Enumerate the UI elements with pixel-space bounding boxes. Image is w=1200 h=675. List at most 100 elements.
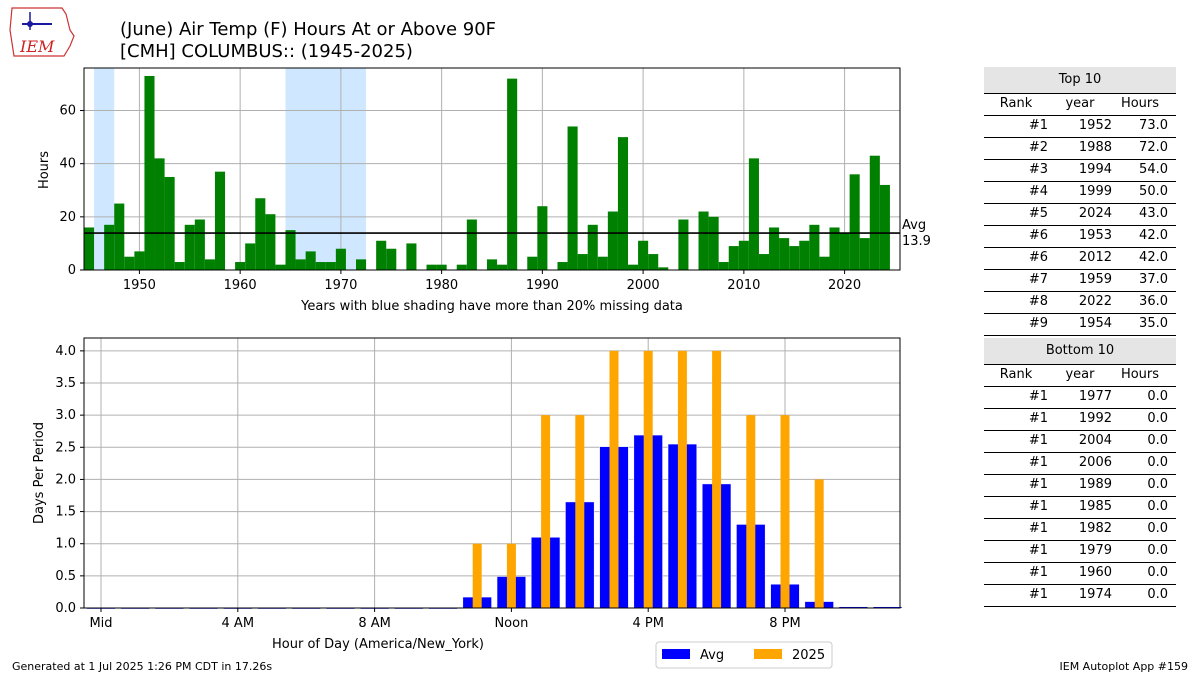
rank-cell: #1 bbox=[1028, 433, 1048, 448]
hours-cell: 37.0 bbox=[1139, 272, 1168, 287]
year-cell: 1985 bbox=[1078, 499, 1112, 514]
rank-cell: #2 bbox=[1028, 140, 1048, 155]
year-bar bbox=[829, 227, 840, 270]
year-cell: 1982 bbox=[1078, 521, 1112, 536]
table-row: #1 1952 73.0 bbox=[984, 116, 1176, 138]
rank-cell: #1 bbox=[1028, 389, 1048, 404]
year-bar bbox=[466, 219, 477, 270]
rank-cell: #1 bbox=[1028, 118, 1048, 133]
year-cell: 1992 bbox=[1078, 411, 1112, 426]
x-tick-label: 1950 bbox=[123, 278, 156, 293]
year-cell: 1979 bbox=[1078, 543, 1112, 558]
x-tick-label: 1980 bbox=[425, 278, 458, 293]
year-bar bbox=[315, 262, 326, 270]
bottom-x-axis-label: Hour of Day (America/New_York) bbox=[272, 637, 484, 652]
table-row: #9 1954 35.0 bbox=[984, 314, 1176, 336]
year-2025-bar bbox=[746, 415, 756, 608]
table-row: #1 1992 0.0 bbox=[984, 409, 1176, 431]
bottom-y-axis-label: Days Per Period bbox=[32, 422, 47, 524]
rank-cell: #4 bbox=[1028, 184, 1048, 199]
year-bar bbox=[214, 171, 226, 270]
year-bar bbox=[638, 240, 649, 270]
legend-swatch-2025 bbox=[754, 649, 782, 659]
y-tick-label: 60 bbox=[59, 104, 76, 119]
table-row: #1 1979 0.0 bbox=[984, 541, 1176, 563]
y-tick-label: 4.0 bbox=[55, 344, 76, 359]
year-cell: 2012 bbox=[1078, 250, 1112, 265]
table-row: #1 2004 0.0 bbox=[984, 431, 1176, 453]
legend-swatch-avg bbox=[662, 649, 690, 659]
year-bar bbox=[104, 224, 115, 270]
hours-cell: 0.0 bbox=[1147, 477, 1168, 492]
year-bar bbox=[698, 211, 709, 270]
col-year: year bbox=[1065, 96, 1095, 111]
year-bar bbox=[859, 238, 870, 270]
year-cell: 1952 bbox=[1078, 118, 1112, 133]
rank-cell: #3 bbox=[1028, 162, 1048, 177]
legend: Avg 2025 bbox=[655, 641, 833, 669]
table-row: #5 2024 43.0 bbox=[984, 204, 1176, 226]
year-bar bbox=[356, 259, 367, 270]
year-bar bbox=[567, 126, 578, 270]
generated-footer: Generated at 1 Jul 2025 1:26 PM CDT in 1… bbox=[12, 660, 272, 673]
year-2025-bar bbox=[712, 350, 722, 608]
year-bar bbox=[134, 251, 145, 270]
x-tick-label: 1990 bbox=[526, 278, 559, 293]
year-cell: 1959 bbox=[1078, 272, 1112, 287]
year-bar bbox=[577, 254, 588, 270]
year-bar bbox=[84, 227, 95, 270]
table-row: #1 1977 0.0 bbox=[984, 387, 1176, 409]
year-bar bbox=[839, 232, 850, 270]
table-row: #1 1974 0.0 bbox=[984, 585, 1176, 607]
year-bar bbox=[426, 264, 437, 270]
hours-cell: 43.0 bbox=[1139, 206, 1168, 221]
year-bar bbox=[386, 248, 397, 270]
hours-cell: 72.0 bbox=[1139, 140, 1168, 155]
year-cell: 2024 bbox=[1078, 206, 1112, 221]
rank-cell: #1 bbox=[1028, 477, 1048, 492]
year-cell: 1953 bbox=[1078, 228, 1112, 243]
year-bar bbox=[769, 227, 780, 270]
year-bar bbox=[295, 259, 306, 270]
rank-cell: #1 bbox=[1028, 455, 1048, 470]
year-bar bbox=[597, 256, 608, 270]
year-bar bbox=[587, 224, 598, 270]
rank-cell: #1 bbox=[1028, 587, 1048, 602]
plot-frame bbox=[83, 67, 901, 271]
top-y-axis-label: Hours bbox=[37, 151, 52, 189]
y-tick-label: 20 bbox=[59, 210, 76, 225]
x-tick-label: 1970 bbox=[324, 278, 357, 293]
year-bar bbox=[335, 248, 346, 270]
year-bar bbox=[527, 256, 538, 270]
avg-value-label: 13.9 bbox=[902, 234, 931, 249]
plot-frame bbox=[83, 337, 901, 609]
table-row: #1 1960 0.0 bbox=[984, 563, 1176, 585]
table-row: #6 2012 42.0 bbox=[984, 248, 1176, 270]
year-bar bbox=[285, 230, 296, 270]
hours-cell: 0.0 bbox=[1147, 565, 1168, 580]
x-tick-label: 1960 bbox=[224, 278, 257, 293]
hours-cell: 42.0 bbox=[1139, 250, 1168, 265]
year-cell: 1974 bbox=[1078, 587, 1112, 602]
year-2025-bar bbox=[780, 415, 790, 608]
year-bar bbox=[557, 262, 568, 270]
legend-label-2025: 2025 bbox=[792, 648, 825, 663]
x-tick-label: 8 PM bbox=[769, 616, 800, 631]
year-bar bbox=[507, 78, 518, 270]
top-x-axis-label: Years with blue shading have more than 2… bbox=[300, 299, 683, 314]
table-row: #4 1999 50.0 bbox=[984, 182, 1176, 204]
table-row: #7 1959 37.0 bbox=[984, 270, 1176, 292]
year-cell: 1994 bbox=[1078, 162, 1112, 177]
year-bar bbox=[758, 254, 770, 270]
year-bar bbox=[255, 198, 266, 270]
year-bar bbox=[497, 264, 508, 270]
rank-cell: #1 bbox=[1028, 499, 1048, 514]
year-bar bbox=[648, 254, 659, 270]
rank-cell: #6 bbox=[1028, 250, 1048, 265]
y-tick-label: 3.5 bbox=[55, 376, 76, 391]
year-bar bbox=[235, 262, 246, 270]
year-2025-bar bbox=[506, 543, 516, 608]
table-row: #8 2022 36.0 bbox=[984, 292, 1176, 314]
year-bar bbox=[617, 137, 628, 270]
